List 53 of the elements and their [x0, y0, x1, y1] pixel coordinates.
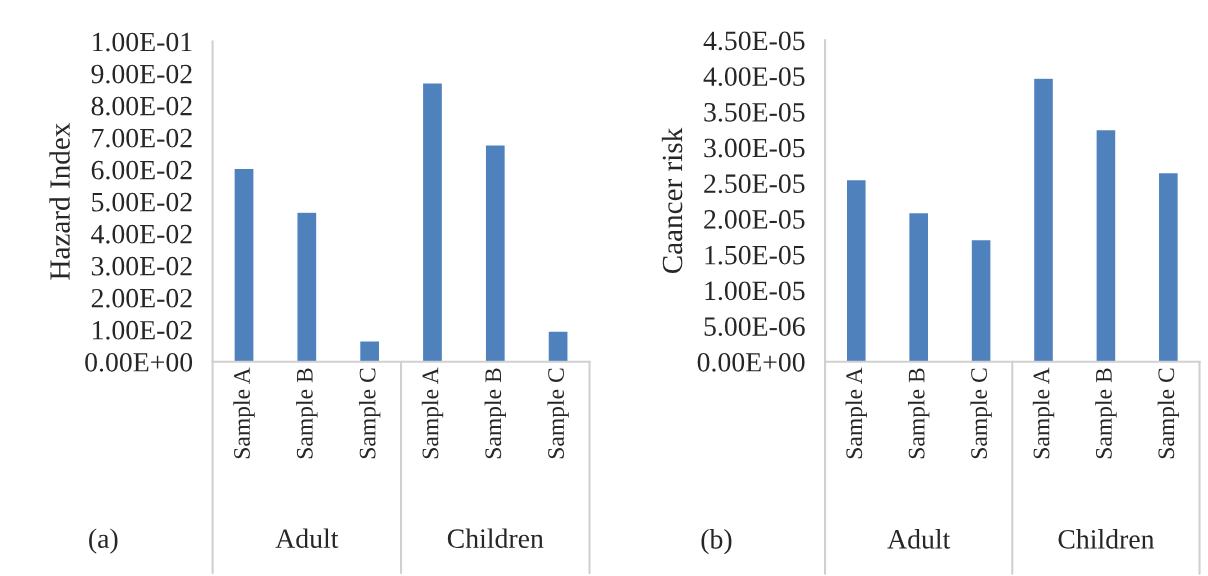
y-tick-label: 0.00E+00	[697, 352, 805, 372]
x-tick-label: Sample C	[358, 368, 381, 459]
y-tick-label: 9.00E-02	[91, 64, 192, 84]
bar	[484, 144, 507, 362]
y-tick-label: 7.00E-02	[92, 128, 192, 148]
x-tick-label: Sample C	[547, 368, 569, 459]
y-tick-label: 5.00E-02	[92, 192, 192, 212]
bar	[1032, 77, 1055, 362]
x-tick-label: Sample C	[970, 368, 992, 459]
x-tick-label: Sample A	[233, 367, 255, 459]
x-tick-label: Sample B	[907, 368, 930, 459]
y-axis-title: Caancer risk	[661, 127, 683, 274]
y-tick-label: 1.50E-05	[705, 245, 805, 265]
bar	[296, 211, 318, 362]
bar	[421, 82, 444, 362]
y-tick-label: 0.00E+00	[85, 352, 193, 372]
y-tick-label: 4.50E-05	[703, 31, 805, 51]
bar	[233, 167, 255, 362]
x-tick-label: Sample A	[421, 367, 444, 459]
bar	[547, 330, 569, 362]
text: (b)	[701, 529, 732, 555]
bar	[1095, 128, 1117, 362]
y-tick-label: 6.00E-02	[91, 160, 192, 180]
bar	[1157, 171, 1180, 362]
y-tick-label: 3.50E-05	[704, 102, 805, 122]
y-tick-label: 1.00E-01	[93, 32, 192, 52]
bar	[845, 178, 867, 362]
y-tick-label: 4.00E-05	[703, 67, 805, 87]
y-tick-label: 5.00E-06	[704, 317, 805, 337]
y-tick-label: 2.00E-05	[704, 210, 805, 229]
x-tick-label: Sample B	[484, 368, 506, 459]
text: Adult	[887, 529, 951, 549]
y-tick-label: 3.00E-02	[91, 256, 192, 276]
text: Children	[447, 528, 544, 549]
y-tick-label: 1.00E-02	[93, 320, 192, 340]
text: (a)	[89, 528, 118, 554]
y-tick-label: 8.00E-02	[91, 96, 192, 116]
x-tick-label: Sample A	[1032, 367, 1055, 459]
y-tick-label: 2.50E-05	[704, 174, 805, 194]
y-axis-title: Hazard Index	[49, 123, 70, 280]
y-tick-label: 4.00E-02	[91, 224, 192, 244]
x-tick-label: Sample C	[1157, 368, 1180, 459]
bar	[970, 238, 992, 362]
x-tick-label: Sample A	[845, 367, 867, 459]
bar	[358, 340, 381, 362]
x-tick-label: Sample B	[296, 368, 318, 459]
text: Children	[1058, 529, 1155, 549]
y-tick-label: 3.00E-05	[704, 138, 805, 158]
y-tick-label: 1.00E-05	[705, 281, 805, 301]
text: Adult	[275, 528, 339, 549]
bar	[908, 211, 930, 362]
x-tick-label: Sample B	[1095, 368, 1117, 459]
y-tick-label: 2.00E-02	[91, 288, 192, 308]
